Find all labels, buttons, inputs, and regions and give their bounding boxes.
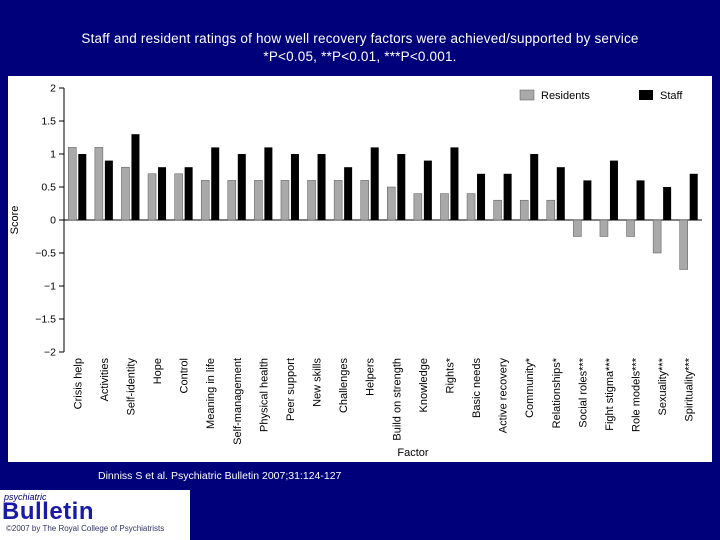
y-tick-label: −0.5	[35, 248, 56, 260]
bar-residents	[387, 186, 396, 221]
bar-staff	[503, 173, 512, 220]
bar-staff	[556, 167, 565, 220]
bar-residents	[599, 219, 609, 237]
bar-staff	[344, 167, 353, 220]
bar-residents	[227, 180, 237, 221]
slide-title: Staff and resident ratings of how well r…	[0, 30, 720, 66]
x-tick-label: Control	[179, 358, 191, 393]
legend-swatch-residents	[519, 89, 535, 101]
x-tick-label: Physical health	[258, 358, 270, 432]
x-tick-label: Social roles***	[577, 357, 589, 427]
bar-staff	[211, 147, 220, 220]
bar-residents	[121, 166, 130, 221]
bar-residents	[493, 199, 502, 221]
bar-staff	[689, 173, 698, 220]
y-tick-label: 0.5	[41, 182, 56, 194]
bar-staff	[397, 154, 406, 220]
bar-residents	[200, 180, 210, 221]
x-tick-label: Spirituality***	[684, 357, 696, 421]
x-tick-label: Knowledge	[418, 358, 430, 412]
bar-staff	[477, 173, 486, 220]
bar-residents	[174, 173, 183, 221]
bar-staff	[370, 147, 379, 220]
bar-staff	[609, 160, 618, 220]
chart-panel: 2 1.5 1 0.5 0 −0.5 −1 −1.5 −2 Score Crisis help Act…	[8, 76, 712, 462]
bar-staff	[450, 147, 459, 220]
bar-staff	[317, 154, 326, 220]
bar-residents	[280, 180, 290, 221]
logo-main-text: Bulletin	[2, 498, 94, 525]
bar-staff	[264, 147, 273, 220]
bar-residents	[94, 147, 104, 221]
x-tick-label: Community*	[524, 357, 536, 418]
x-tick-label: Hope	[152, 358, 164, 384]
bar-residents	[679, 219, 688, 270]
citation: Dinniss S et al. Psychiatric Bulletin 20…	[98, 470, 342, 482]
x-tick-label: Meaning in life	[205, 358, 217, 429]
bar-residents	[519, 199, 529, 221]
y-tick-label: 0	[50, 215, 56, 227]
bar-staff	[184, 167, 193, 220]
y-axis-label: Score	[9, 206, 21, 235]
x-tick-label: Self-management	[232, 358, 244, 445]
y-tick-label: −1	[44, 281, 56, 293]
x-tick-label: New skills	[312, 358, 324, 407]
bar-residents	[254, 180, 263, 221]
bar-residents	[68, 147, 77, 221]
bar-residents	[546, 199, 556, 221]
bar-staff	[290, 154, 299, 220]
bar-staff	[131, 134, 140, 220]
bar-staff	[423, 160, 432, 220]
x-tick-label: Build on strength	[391, 358, 403, 441]
x-tick-label: Activities	[99, 358, 111, 402]
bar-staff	[158, 167, 167, 220]
y-tick-label: 1	[50, 149, 56, 161]
bar-residents	[626, 219, 635, 237]
x-tick-label: Rights*	[444, 357, 456, 393]
bar-staff	[636, 180, 645, 220]
bar-residents	[307, 180, 316, 221]
bar-staff	[530, 154, 539, 220]
x-tick-label: Self-identity	[125, 358, 137, 416]
x-tick-label: Helpers	[365, 358, 377, 396]
x-tick-label: Relationships*	[551, 357, 563, 428]
bar-residents	[652, 219, 662, 254]
bar-residents	[466, 193, 476, 221]
bar-staff	[583, 180, 592, 220]
x-tick-label: Challenges	[338, 358, 350, 414]
bar-residents	[573, 219, 582, 237]
logo-top-text: psychiatric	[4, 492, 47, 502]
bar-residents	[333, 180, 343, 221]
bar-residents	[413, 193, 423, 221]
slide-title-line1: Staff and resident ratings of how well r…	[81, 31, 639, 46]
journal-logo: psychiatric Bulletin ©2007 by The Royal …	[0, 490, 190, 540]
slide-title-line2: *P<0.05, **P<0.01, ***P<0.001.	[263, 49, 457, 64]
y-tick-label: −2	[44, 347, 56, 359]
x-tick-label: Active recovery	[498, 358, 510, 434]
bar-staff	[78, 154, 87, 220]
x-axis-label: Factor	[397, 447, 429, 459]
legend-label-staff: Staff	[660, 90, 683, 102]
bar-chart: 2 1.5 1 0.5 0 −0.5 −1 −1.5 −2 Score Crisis help Act…	[9, 83, 702, 459]
bar-staff	[663, 187, 672, 220]
legend-label-residents: Residents	[541, 90, 590, 102]
bar-residents	[147, 173, 157, 221]
x-tick-label: Role models***	[631, 357, 643, 432]
y-tick-label: 2	[50, 83, 56, 95]
bar-staff	[237, 154, 246, 220]
x-tick-label: Sexuality***	[657, 357, 669, 415]
logo-copyright: ©2007 by The Royal College of Psychiatri…	[6, 524, 165, 533]
bar-residents	[360, 180, 369, 221]
x-tick-label: Crisis help	[72, 358, 84, 409]
x-tick-label: Basic needs	[471, 358, 483, 418]
x-tick-label: Fight stigma***	[604, 357, 616, 430]
legend-swatch-staff	[639, 90, 653, 100]
x-tick-label: Peer support	[285, 358, 297, 421]
y-tick-label: 1.5	[41, 116, 56, 128]
bar-residents	[440, 193, 449, 221]
y-tick-label: −1.5	[35, 314, 56, 326]
bar-staff	[104, 160, 113, 220]
